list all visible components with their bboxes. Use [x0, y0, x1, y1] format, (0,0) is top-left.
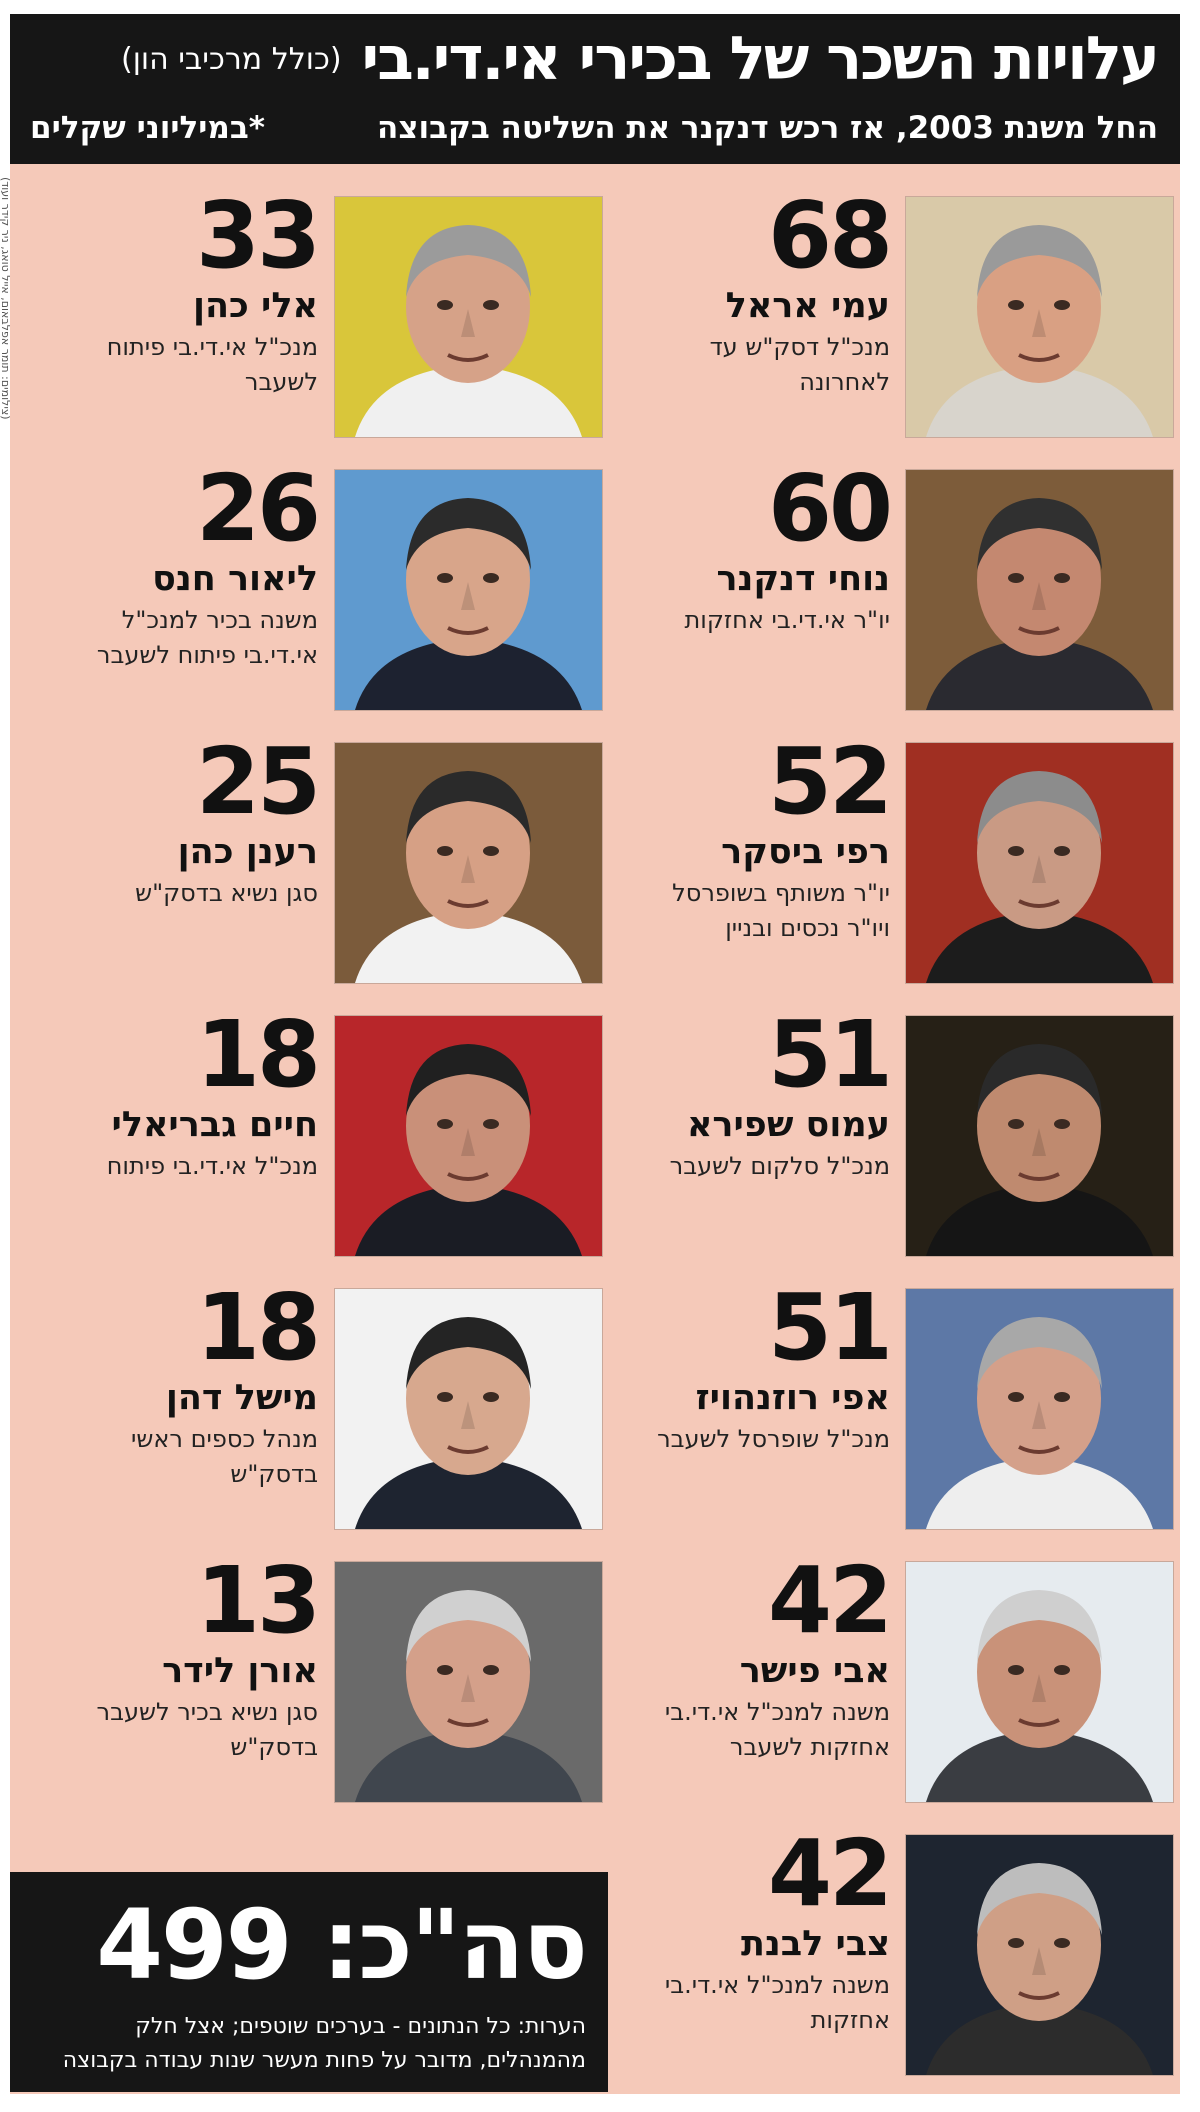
title-note: (כולל מרכיבי הון)	[121, 41, 342, 77]
person-name: אפי רוזנהויז	[695, 1378, 890, 1418]
salary-amount: 68	[767, 182, 893, 289]
person-name: אבי פישר	[739, 1651, 890, 1691]
person-role: יו"ר משותף בשופרסל ויו"ר נכסים ובניין	[672, 879, 890, 942]
person-name: מישל דהן	[165, 1378, 318, 1418]
salary-amount: 51	[767, 1274, 893, 1381]
person-name: אלי כהן	[192, 286, 318, 326]
salary-amount: 42	[767, 1547, 893, 1654]
person-role: מנכ"ל אי.די.בי פיתוח	[106, 1152, 318, 1180]
salary-amount: 26	[195, 455, 321, 562]
subtitle: החל משנת 2003, אז רכש דנקנר את השליטה בק…	[376, 110, 1158, 146]
person-photo	[905, 469, 1174, 711]
person-role: יו"ר אי.די.בי אחזקות	[684, 606, 891, 634]
person-role: מנכ"ל סלקום לשעבר	[669, 1152, 890, 1180]
person-name: עמוס שפירא	[686, 1105, 890, 1145]
person-photo	[334, 742, 603, 984]
person-name: עמי אראל	[725, 286, 890, 326]
title-row: עלויות השכר של בכירי אי.די.בי (כולל מרכי…	[30, 22, 1160, 96]
person-info: 52 רפי ביסקר יו"ר משותף בשופרסל ויו"ר נכסי…	[622, 728, 893, 946]
person-role: מנכ"ל שופרסל לשעבר	[657, 1425, 890, 1453]
person-info: 33 אלי כהן מנכ"ל אי.די.בי פיתוח לשעבר	[50, 182, 321, 400]
person-role: מנהל כספים ראשי בדסק"ש	[131, 1425, 318, 1488]
person-role: מנכ"ל דסק"ש עד לאחרונה	[709, 333, 890, 396]
person-photo	[905, 1561, 1174, 1803]
person-photo	[334, 1015, 603, 1257]
header-bar: עלויות השכר של בכירי אי.די.בי (כולל מרכי…	[10, 14, 1180, 164]
subtitle-row: החל משנת 2003, אז רכש דנקנר את השליטה בק…	[30, 102, 1158, 154]
person-name: חיים גבריאלי	[111, 1105, 318, 1145]
person-name: נוחי דנקנר	[716, 559, 890, 599]
person-photo	[905, 196, 1174, 438]
person-photo	[334, 196, 603, 438]
person-info: 51 עמוס שפירא מנכ"ל סלקום לשעבר	[622, 1001, 893, 1184]
person-info: 60 נוחי דנקנר יו"ר אי.די.בי אחזקות	[622, 455, 894, 638]
total-box: סה"כ: 499 הערות: כל הנתונים - בערכים שוט…	[10, 1872, 608, 2092]
person-name: ליאור חנס	[152, 559, 318, 599]
person-role: משנה בכיר למנכ"ל אי.די.בי פיתוח לשעבר	[96, 606, 318, 669]
person-info: 18 מישל דהן מנהל כספים ראשי בדסק"ש	[50, 1274, 321, 1492]
salary-amount: 33	[195, 182, 321, 289]
page-title: עלויות השכר של בכירי אי.די.בי	[361, 24, 1160, 94]
total-amount: סה"כ: 499	[96, 1889, 588, 2001]
salary-amount: 42	[767, 1820, 893, 1927]
person-info: 18 חיים גבריאלי מנכ"ל אי.די.בי פיתוח	[50, 1001, 321, 1184]
person-photo	[905, 1015, 1174, 1257]
person-info: 42 צבי לבנת משנה למנכ"ל אי.די.בי אחזקות	[622, 1820, 893, 2038]
person-name: אורן לידר	[162, 1651, 318, 1691]
person-role: משנה למנכ"ל אי.די.בי אחזקות	[664, 1971, 890, 2034]
person-photo	[334, 1561, 603, 1803]
person-photo	[334, 469, 603, 711]
person-info: 51 אפי רוזנהויז מנכ"ל שופרסל לשעבר	[622, 1274, 893, 1457]
person-info: 42 אבי פישר משנה למנכ"ל אי.די.בי אחזקות לש…	[622, 1547, 893, 1765]
person-photo	[905, 1834, 1174, 2076]
person-role: סגן נשיא בדסק"ש	[135, 879, 318, 907]
person-role: משנה למנכ"ל אי.די.בי אחזקות לשעבר	[664, 1698, 890, 1761]
person-info: 68 עמי אראל מנכ"ל דסק"ש עד לאחרונה	[622, 182, 893, 400]
person-role: סגן נשיא בכיר לשעבר בדסק"ש	[96, 1698, 318, 1761]
salary-amount: 13	[195, 1547, 321, 1654]
photo-credit: (צילומים: תומר אפלבאום, אייל טואג, ניר ק…	[0, 177, 12, 420]
person-name: רפי ביסקר	[721, 832, 890, 872]
person-photo	[905, 742, 1174, 984]
person-role: מנכ"ל אי.די.בי פיתוח לשעבר	[106, 333, 318, 396]
salary-amount: 25	[195, 728, 321, 835]
person-name: רענן כהן	[177, 832, 318, 872]
person-name: צבי לבנת	[741, 1924, 890, 1964]
salary-amount: 18	[195, 1274, 321, 1381]
footnotes: הערות: כל הנתונים - בערכים שוטפים; אצל ח…	[62, 2014, 586, 2073]
person-info: 25 רענן כהן סגן נשיא בדסק"ש	[50, 728, 321, 911]
person-photo	[334, 1288, 603, 1530]
salary-amount: 51	[767, 1001, 893, 1108]
salary-amount: 52	[767, 728, 893, 835]
person-photo	[905, 1288, 1174, 1530]
units-note: *במיליוני שקלים	[30, 110, 265, 146]
salary-amount: 60	[767, 455, 893, 562]
person-info: 13 אורן לידר סגן נשיא בכיר לשעבר בדסק"ש	[50, 1547, 321, 1765]
infographic-page: עלויות השכר של בכירי אי.די.בי (כולל מרכי…	[10, 14, 1180, 2094]
salary-amount: 18	[195, 1001, 321, 1108]
person-info: 26 ליאור חנס משנה בכיר למנכ"ל אי.די.בי פית…	[50, 455, 321, 673]
